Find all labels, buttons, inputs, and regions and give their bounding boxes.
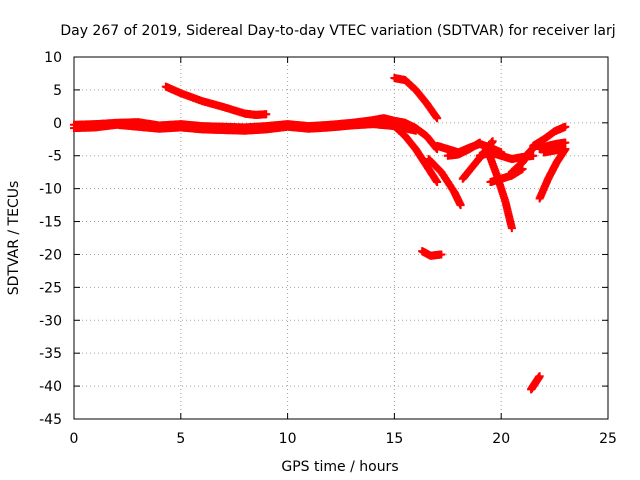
data-point bbox=[262, 110, 271, 119]
x-tick-label: 15 bbox=[385, 431, 403, 447]
data-point bbox=[433, 114, 442, 123]
y-axis-label: SDTVAR / TECUs bbox=[6, 181, 22, 296]
y-tick-label: -35 bbox=[39, 346, 62, 362]
y-tick-label: -45 bbox=[39, 412, 62, 428]
series-arc-13 bbox=[486, 164, 527, 187]
series-arc-17 bbox=[529, 122, 570, 150]
series-arc-6 bbox=[418, 247, 446, 260]
x-tick-label: 5 bbox=[176, 431, 185, 447]
y-tick-label: -15 bbox=[39, 215, 62, 231]
data-points bbox=[70, 74, 570, 394]
data-point bbox=[488, 137, 497, 146]
plot-frame bbox=[73, 56, 609, 420]
data-point bbox=[561, 145, 570, 154]
series-arc-3 bbox=[161, 82, 271, 119]
x-tick-label: 20 bbox=[492, 431, 510, 447]
x-tick-label: 10 bbox=[279, 431, 297, 447]
y-tick-label: -40 bbox=[39, 379, 62, 395]
data-point bbox=[535, 372, 544, 381]
axis-ticks: 0 5 10 15 20 25 10 5 0 -5 -10 -15 -20 -25 -30 -35 -40 -45 bbox=[39, 50, 617, 447]
chart-title: Day 267 of 2019, Sidereal Day-to-day VTE… bbox=[60, 23, 615, 39]
data-point bbox=[561, 122, 570, 131]
data-point bbox=[411, 126, 420, 135]
x-tick-label: 0 bbox=[70, 431, 79, 447]
data-point bbox=[475, 138, 484, 147]
data-point bbox=[507, 224, 516, 233]
series-arc-7 bbox=[424, 155, 465, 210]
series-arc-19 bbox=[539, 145, 570, 157]
series-arc-12 bbox=[484, 148, 516, 233]
grid-lines bbox=[74, 57, 608, 419]
series-arc-16 bbox=[535, 145, 570, 203]
y-tick-label: 10 bbox=[44, 50, 62, 66]
x-tick-label: 25 bbox=[599, 431, 617, 447]
series-arc-2 bbox=[70, 120, 420, 135]
series-arc-15 bbox=[527, 372, 544, 394]
data-point bbox=[437, 250, 446, 259]
y-tick-label: -30 bbox=[39, 313, 62, 329]
y-tick-label: -5 bbox=[48, 149, 62, 165]
data-point bbox=[433, 178, 442, 187]
series-arc-9 bbox=[443, 138, 484, 160]
data-point bbox=[456, 201, 465, 210]
y-tick-label: -10 bbox=[39, 182, 62, 198]
y-tick-label: -25 bbox=[39, 280, 62, 296]
series-arc-5 bbox=[390, 74, 442, 123]
x-axis-label: GPS time / hours bbox=[281, 459, 398, 475]
series-arc-4 bbox=[379, 115, 442, 187]
y-tick-label: 5 bbox=[53, 83, 62, 99]
y-tick-label: 0 bbox=[53, 116, 62, 132]
y-tick-label: -20 bbox=[39, 247, 62, 263]
